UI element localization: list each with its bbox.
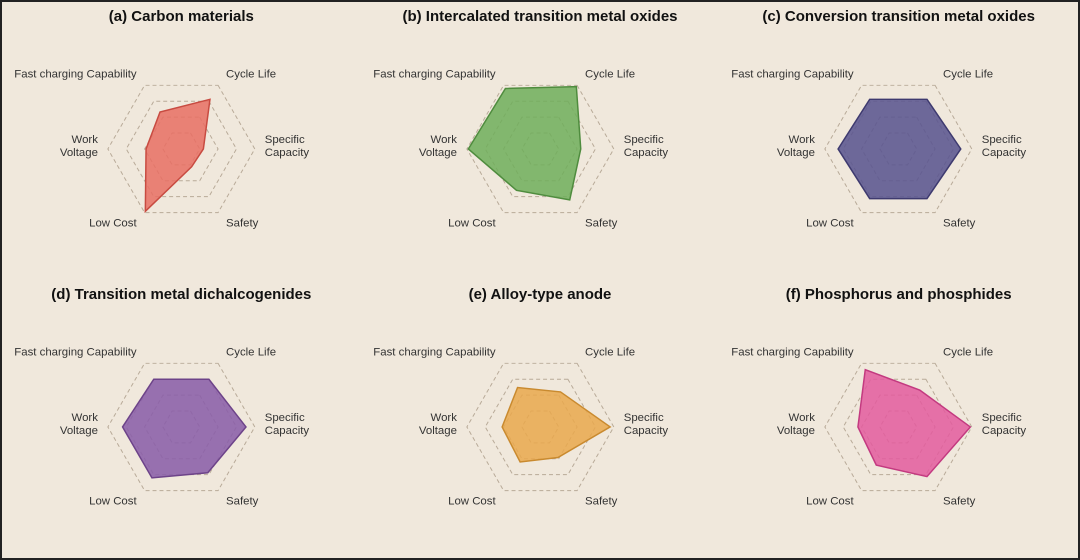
- axis-label: Fast charging Capability: [14, 68, 137, 80]
- data-polygon-d: [123, 379, 246, 478]
- axis-label: SpecificCapacity: [265, 412, 310, 437]
- axis-label: Fast charging Capability: [732, 346, 855, 358]
- axis-label: SpecificCapacity: [265, 134, 310, 159]
- radar-chart-b: Cycle Life SpecificCapacity Safety Low Cost…: [361, 2, 720, 280]
- axis-label: WorkVoltage: [419, 412, 457, 437]
- axis-label: WorkVoltage: [60, 412, 98, 437]
- radar-chart-e: Cycle Life SpecificCapacity Safety Low Cost…: [361, 280, 720, 558]
- axis-label: WorkVoltage: [777, 134, 815, 159]
- axis-label: Safety: [585, 217, 618, 229]
- axis-label: Fast charging Capability: [373, 346, 496, 358]
- axis-label: Low Cost: [448, 495, 496, 507]
- axis-label: Low Cost: [806, 495, 854, 507]
- panel-c: (c) Conversion transition metal oxidesCy…: [719, 2, 1078, 280]
- radar-chart-f: Cycle Life SpecificCapacity Safety Low Cost…: [719, 280, 1078, 558]
- data-polygon-b: [468, 87, 580, 200]
- axis-label: Low Cost: [448, 217, 496, 229]
- radar-chart-c: Cycle Life SpecificCapacity Safety Low Cost…: [719, 2, 1078, 280]
- axis-label: SpecificCapacity: [623, 134, 668, 159]
- axis-label: Cycle Life: [226, 346, 276, 358]
- axis-label: Cycle Life: [943, 68, 993, 80]
- panel-b: (b) Intercalated transition metal oxides…: [361, 2, 720, 280]
- panel-a: (a) Carbon materialsCycle LifeSpecificCa…: [2, 2, 361, 280]
- axis-label: Fast charging Capability: [732, 68, 855, 80]
- radar-chart-d: Cycle Life SpecificCapacity Safety Low Cost…: [2, 280, 361, 558]
- data-polygon-c: [838, 99, 961, 198]
- panel-e: (e) Alloy-type anodeCycle LifeSpecificCa…: [361, 280, 720, 558]
- axis-label: SpecificCapacity: [982, 134, 1027, 159]
- axis-label: SpecificCapacity: [623, 412, 668, 437]
- axis-label: Fast charging Capability: [373, 68, 496, 80]
- radar-grid: (a) Carbon materialsCycle LifeSpecificCa…: [2, 2, 1078, 558]
- panel-d: (d) Transition metal dichalcogenidesCycl…: [2, 280, 361, 558]
- axis-label: Safety: [943, 495, 976, 507]
- axis-label: Safety: [226, 217, 259, 229]
- data-polygon-a: [145, 99, 210, 211]
- data-polygon-f: [858, 370, 970, 477]
- axis-label: Low Cost: [806, 217, 854, 229]
- axis-label: Cycle Life: [585, 346, 635, 358]
- axis-label: Cycle Life: [226, 68, 276, 80]
- axis-label: Low Cost: [89, 495, 137, 507]
- data-polygon-e: [502, 387, 610, 461]
- axis-label: Cycle Life: [585, 68, 635, 80]
- axis-label: Safety: [585, 495, 618, 507]
- axis-label: Low Cost: [89, 217, 137, 229]
- axis-label: WorkVoltage: [419, 134, 457, 159]
- axis-label: Safety: [226, 495, 259, 507]
- axis-label: WorkVoltage: [60, 134, 98, 159]
- axis-label: Safety: [943, 217, 976, 229]
- radar-chart-a: Cycle Life SpecificCapacity Safety Low Cost…: [2, 2, 361, 280]
- axis-label: Cycle Life: [943, 346, 993, 358]
- axis-label: WorkVoltage: [777, 412, 815, 437]
- axis-label: SpecificCapacity: [982, 412, 1027, 437]
- panel-f: (f) Phosphorus and phosphidesCycle LifeS…: [719, 280, 1078, 558]
- axis-label: Fast charging Capability: [14, 346, 137, 358]
